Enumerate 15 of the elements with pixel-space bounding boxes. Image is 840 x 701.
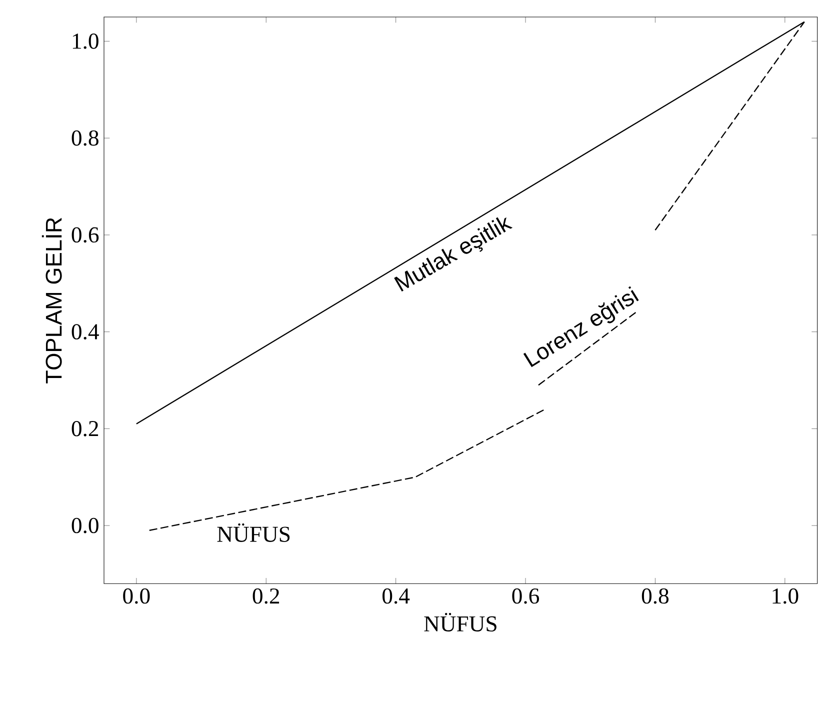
y-tick-label: 0.2 [72,420,98,436]
y-tick-label: 0.6 [72,227,99,243]
y-tick-label: 0.0 [72,518,98,534]
x-axis-title: NÜFUS [424,612,496,632]
x-tick-label: 0.4 [382,588,410,604]
x-tick-label: 1.0 [772,588,798,604]
x-tick-label: 0.2 [252,588,280,604]
y-axis-title: TOPLAM GELİR [42,218,62,384]
y-tick-label: 0.8 [72,130,98,146]
x-tick-label: 0.6 [512,588,540,604]
annotation: NÜFUS [217,523,290,542]
x-tick-label: 0.8 [642,588,669,604]
y-tick-label: 1.0 [72,34,98,49]
y-tick-label: 0.4 [72,324,99,340]
x-tick-label: 0.0 [123,588,150,604]
